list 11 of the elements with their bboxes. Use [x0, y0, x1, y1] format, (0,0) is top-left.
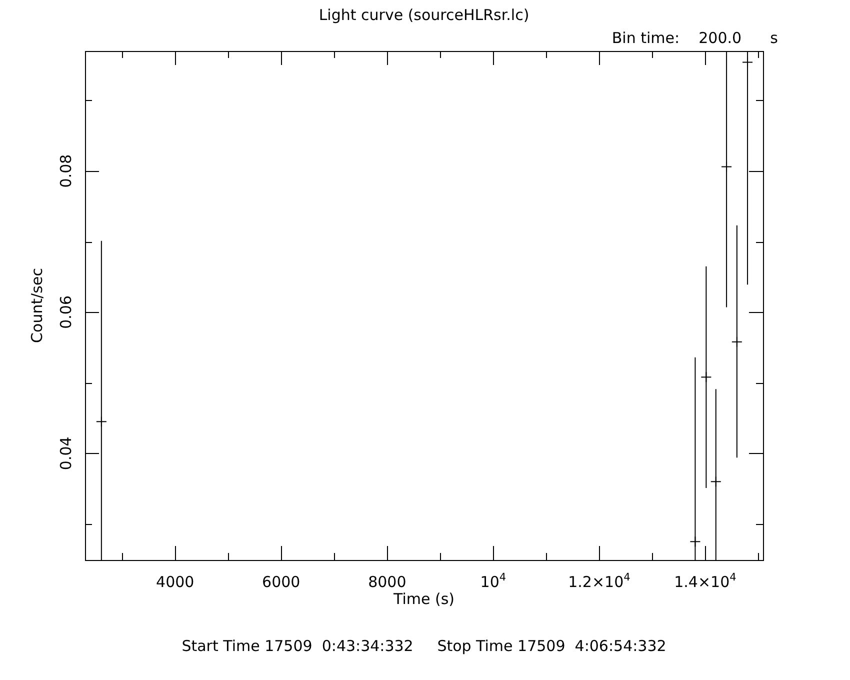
x-tick-label: 6000 [262, 573, 300, 591]
chart-subtitle: Bin time: 200.0 s [612, 29, 778, 47]
y-tick-label: 0.08 [57, 154, 75, 188]
y-tick-label: 0.06 [57, 296, 75, 329]
y-axis-title: Count/sec [28, 268, 46, 343]
y-tick-label: 0.04 [57, 436, 75, 470]
x-axis-title: Time (s) [392, 590, 454, 608]
text: Start Time 17509 0:43:34:332 Stop Time 17509 4:06:54:332 [182, 637, 666, 655]
x-tick-label: 8000 [368, 573, 406, 591]
chart-title: Light curve (sourceHLRsr.lc) [318, 6, 530, 24]
x-tick-label: 4000 [156, 573, 194, 591]
